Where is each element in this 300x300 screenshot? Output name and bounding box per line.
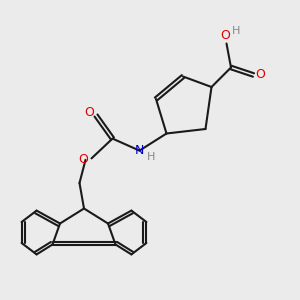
Text: H: H (232, 26, 240, 36)
Text: O: O (255, 68, 265, 82)
Text: O: O (220, 28, 230, 42)
Text: O: O (78, 153, 88, 167)
Text: N: N (135, 144, 144, 157)
Text: O: O (85, 106, 94, 119)
Text: H: H (147, 152, 155, 162)
